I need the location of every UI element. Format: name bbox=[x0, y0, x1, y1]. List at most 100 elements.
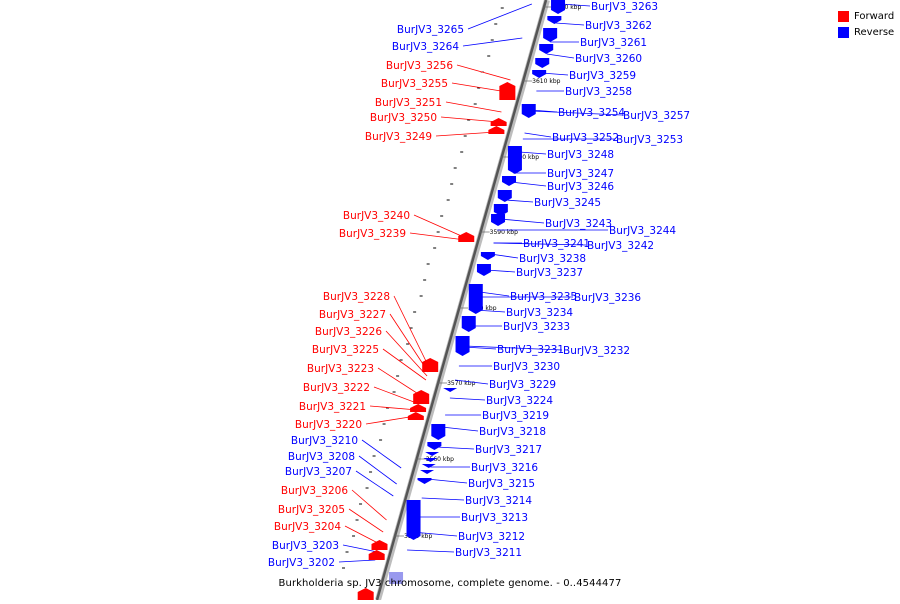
reverse-leader-line bbox=[510, 181, 547, 187]
kbp-tick-label: 3620 kbp bbox=[553, 4, 581, 11]
reverse-gene-glyph bbox=[417, 478, 432, 484]
left-leader-line bbox=[413, 214, 467, 239]
reverse-leader-line bbox=[560, 3, 591, 7]
reverse-gene-glyph bbox=[427, 442, 442, 450]
reverse-gene-label: BurJV3_3262 bbox=[585, 20, 652, 32]
reverse-gene-label: BurJV3_3253 bbox=[616, 134, 683, 146]
left-leader-line bbox=[338, 559, 376, 563]
chromosome-backbone bbox=[375, 0, 548, 601]
left-gene-label: BurJV3_3222 bbox=[303, 382, 370, 394]
reverse-gene-glyph bbox=[431, 424, 446, 440]
left-leader-line bbox=[393, 295, 430, 369]
reverse-gene-label: BurJV3_3230 bbox=[493, 361, 560, 373]
reverse-gene-glyph bbox=[543, 28, 558, 42]
kbp-tick-label: 3590 kbp bbox=[490, 229, 518, 236]
reverse-gene-label: BurJV3_3244 bbox=[609, 225, 676, 237]
reverse-leader-line bbox=[449, 397, 486, 401]
reverse-gene-label: BurJV3_3217 bbox=[475, 444, 542, 456]
reverse-leader-line bbox=[530, 110, 623, 116]
reverse-gene-glyph bbox=[502, 176, 517, 186]
forward-gene-glyph bbox=[458, 232, 475, 242]
legend-reverse: Reverse bbox=[838, 24, 894, 40]
reverse-leader-line bbox=[519, 151, 547, 155]
reverse-leader-line bbox=[436, 446, 475, 450]
reverse-gene-glyph-faint bbox=[389, 572, 404, 584]
left-gene-label: BurJV3_3207 bbox=[285, 466, 352, 478]
kbp-tick-label: 3600 kbp bbox=[511, 154, 539, 161]
reverse-gene-label: BurJV3_3234 bbox=[506, 307, 573, 319]
left-leader-line bbox=[365, 415, 416, 425]
reverse-leader-line bbox=[427, 478, 468, 484]
left-gene-label: BurJV3_3249 bbox=[365, 131, 432, 143]
left-leader-line bbox=[358, 455, 397, 485]
left-leader-line bbox=[355, 470, 394, 497]
left-gene-label: BurJV3_3228 bbox=[323, 291, 390, 303]
reverse-gene-glyph bbox=[476, 264, 491, 276]
reverse-gene-label: BurJV3_3211 bbox=[455, 547, 522, 559]
left-leader-line bbox=[389, 313, 429, 373]
forward-swatch bbox=[838, 10, 849, 22]
reverse-gene-glyph bbox=[547, 16, 562, 24]
forward-gene-glyph bbox=[490, 118, 507, 126]
legend-reverse-label: Reverse bbox=[854, 26, 895, 38]
left-gene-label: BurJV3_3204 bbox=[274, 521, 341, 533]
reverse-gene-label: BurJV3_3252 bbox=[552, 132, 619, 144]
left-leader-line bbox=[456, 64, 511, 81]
legend: Forward Reverse bbox=[838, 8, 894, 40]
reverse-gene-label: BurJV3_3232 bbox=[563, 345, 630, 357]
reverse-swatch bbox=[838, 26, 849, 38]
left-leader-line bbox=[351, 489, 387, 521]
reverse-gene-label: BurJV3_3254 bbox=[558, 107, 625, 119]
left-leader-line bbox=[435, 131, 496, 137]
left-leader-line bbox=[445, 101, 502, 113]
reverse-gene-label: BurJV3_3260 bbox=[575, 53, 642, 65]
left-leader-line bbox=[342, 544, 378, 553]
left-gene-label: BurJV3_3206 bbox=[281, 485, 348, 497]
forward-gene-glyph bbox=[368, 550, 385, 560]
left-gene-label: BurJV3_3205 bbox=[278, 504, 345, 516]
reverse-gene-glyph bbox=[551, 0, 566, 14]
reverse-gene-label: BurJV3_3263 bbox=[591, 1, 658, 13]
reverse-gene-label: BurJV3_3236 bbox=[574, 292, 641, 304]
legend-forward: Forward bbox=[838, 8, 894, 24]
reverse-gene-glyph bbox=[532, 70, 547, 78]
reverse-gene-label: BurJV3_3237 bbox=[516, 267, 583, 279]
reverse-gene-glyph bbox=[497, 190, 512, 202]
left-leader-line bbox=[369, 405, 418, 411]
reverse-gene-glyph bbox=[443, 388, 458, 392]
left-gene-label: BurJV3_3250 bbox=[370, 112, 437, 124]
left-gene-label: BurJV3_3226 bbox=[315, 326, 382, 338]
left-leader-line bbox=[382, 348, 427, 381]
kbp-tick-label: 3560 kbp bbox=[426, 456, 454, 463]
reverse-gene-glyph bbox=[507, 146, 522, 174]
left-gene-label: BurJV3_3221 bbox=[299, 401, 366, 413]
forward-gene-glyph bbox=[410, 404, 427, 412]
left-leader-line bbox=[409, 232, 466, 241]
reverse-gene-label: BurJV3_3245 bbox=[534, 197, 601, 209]
left-gene-label: BurJV3_3256 bbox=[386, 60, 453, 72]
reverse-gene-label: BurJV3_3215 bbox=[468, 478, 535, 490]
left-gene-label: BurJV3_3265 bbox=[397, 24, 464, 36]
reverse-gene-label: BurJV3_3261 bbox=[580, 37, 647, 49]
reverse-gene-label: BurJV3_3258 bbox=[565, 86, 632, 98]
left-gene-label: BurJV3_3239 bbox=[339, 228, 406, 240]
reverse-gene-label: BurJV3_3212 bbox=[458, 531, 525, 543]
forward-gene-glyph bbox=[371, 540, 388, 550]
left-leader-line bbox=[348, 508, 384, 533]
reverse-gene-label: BurJV3_3216 bbox=[471, 462, 538, 474]
reverse-leader-line bbox=[464, 345, 563, 351]
reverse-gene-label: BurJV3_3218 bbox=[479, 426, 546, 438]
reverse-leader-line bbox=[524, 132, 552, 138]
left-leader-line bbox=[377, 367, 422, 397]
reverse-gene-label: BurJV3_3214 bbox=[465, 495, 532, 507]
left-leader-line bbox=[440, 116, 499, 123]
reverse-gene-label: BurJV3_3235 bbox=[510, 291, 577, 303]
forward-gene-glyph bbox=[407, 412, 424, 420]
reverse-gene-label: BurJV3_3224 bbox=[486, 395, 553, 407]
left-leader-line bbox=[451, 82, 508, 93]
forward-gene-glyph bbox=[413, 390, 430, 404]
left-gene-label: BurJV3_3203 bbox=[272, 540, 339, 552]
reverse-gene-glyph bbox=[539, 44, 554, 54]
